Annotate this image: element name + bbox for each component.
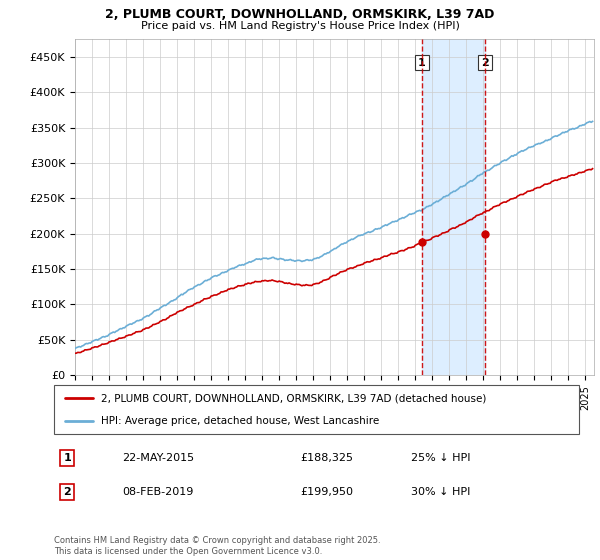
Text: 2, PLUMB COURT, DOWNHOLLAND, ORMSKIRK, L39 7AD (detached house): 2, PLUMB COURT, DOWNHOLLAND, ORMSKIRK, L… [101, 393, 487, 403]
Text: £188,325: £188,325 [301, 453, 354, 463]
Text: 2: 2 [63, 487, 71, 497]
Bar [422, 39, 485, 375]
Text: HPI: Average price, detached house, West Lancashire: HPI: Average price, detached house, West… [101, 416, 380, 426]
Text: 25% ↓ HPI: 25% ↓ HPI [411, 453, 470, 463]
Text: Contains HM Land Registry data © Crown copyright and database right 2025.
This d: Contains HM Land Registry data © Crown c… [54, 536, 380, 556]
Text: 08-FEB-2019: 08-FEB-2019 [122, 487, 194, 497]
Text: 1: 1 [418, 58, 426, 68]
Text: 30% ↓ HPI: 30% ↓ HPI [411, 487, 470, 497]
Text: Price paid vs. HM Land Registry's House Price Index (HPI): Price paid vs. HM Land Registry's House … [140, 21, 460, 31]
Text: 22-MAY-2015: 22-MAY-2015 [122, 453, 194, 463]
Text: 1: 1 [63, 453, 71, 463]
Text: £199,950: £199,950 [301, 487, 354, 497]
Text: 2: 2 [481, 58, 489, 68]
FancyBboxPatch shape [54, 385, 579, 434]
Text: 2, PLUMB COURT, DOWNHOLLAND, ORMSKIRK, L39 7AD: 2, PLUMB COURT, DOWNHOLLAND, ORMSKIRK, L… [106, 8, 494, 21]
